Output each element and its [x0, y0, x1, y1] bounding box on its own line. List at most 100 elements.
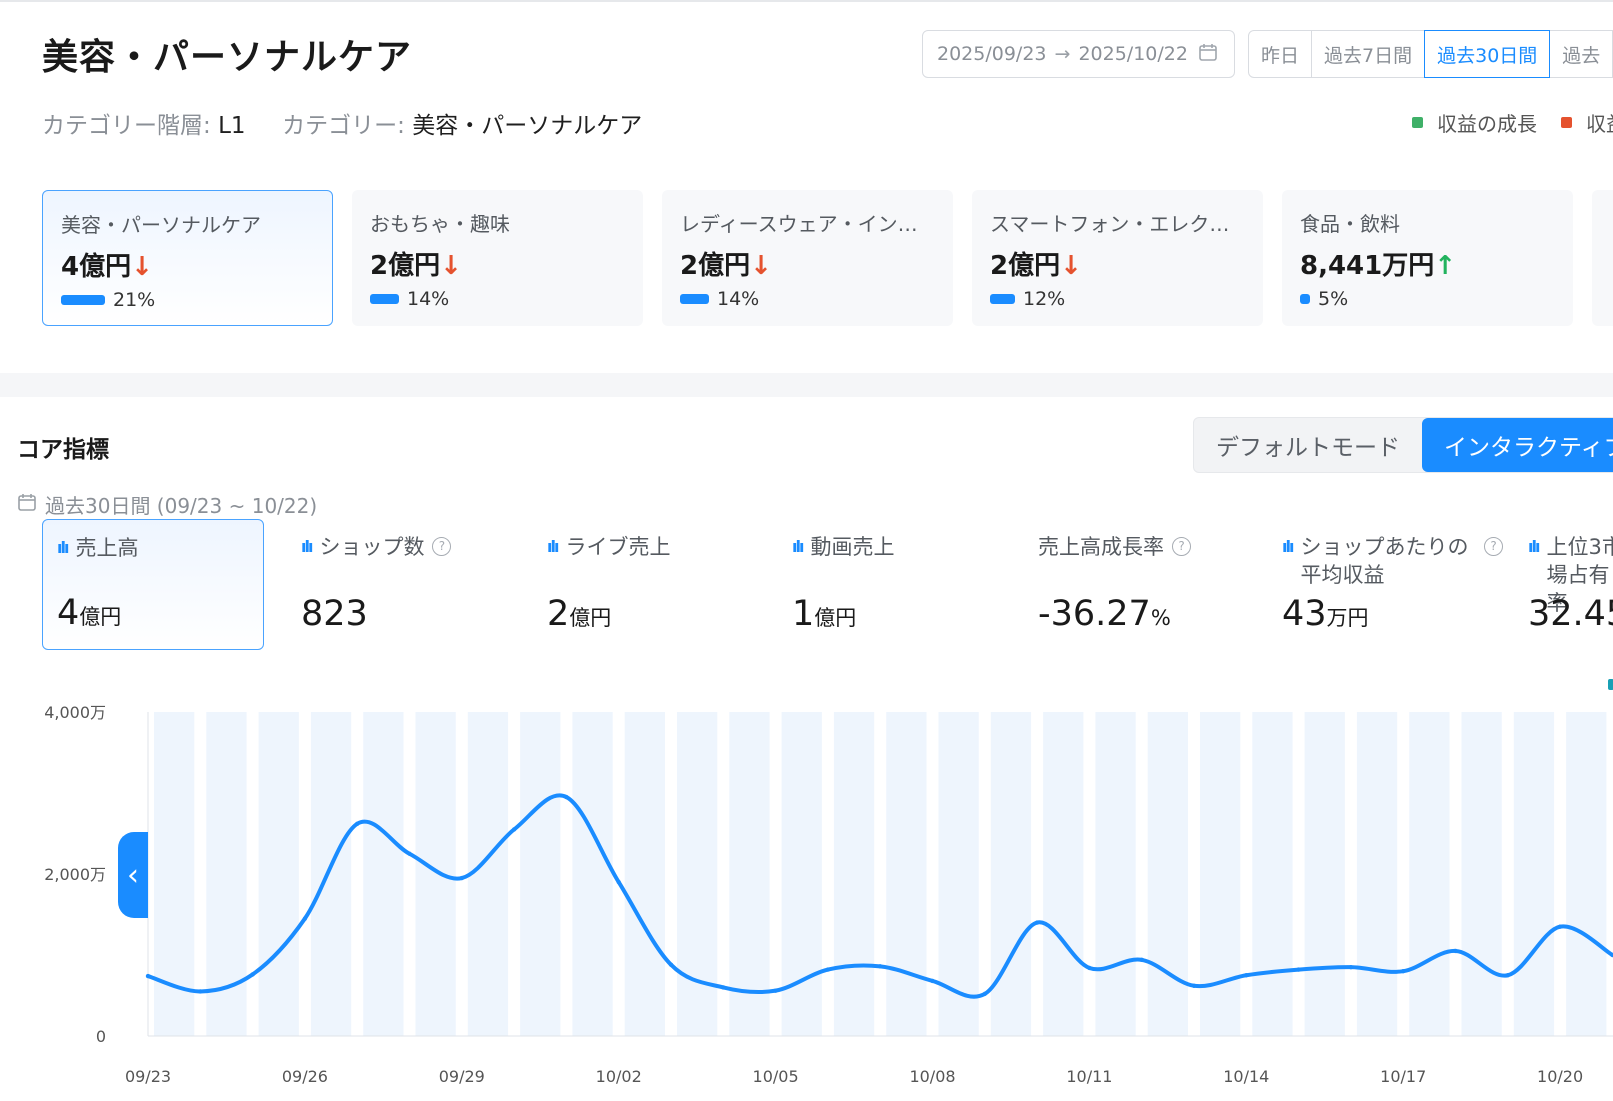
data-point: [302, 916, 308, 921]
data-point: [1453, 948, 1458, 954]
day-band: [677, 712, 718, 1036]
bar-chart-icon: ılı: [1282, 537, 1295, 556]
help-icon[interactable]: ?: [432, 537, 452, 556]
metric-card-top3-share[interactable]: ılı 上位3市場占有率 32.45: [1514, 519, 1613, 650]
arrow-right-icon: →: [1054, 43, 1071, 65]
arrow-up-icon: ↑: [1434, 251, 1457, 281]
default-mode-button[interactable]: デフォルトモード: [1216, 435, 1400, 461]
data-point: [1401, 969, 1406, 974]
metric-card-video-sales[interactable]: ılı 動画売上 1億円: [778, 519, 1008, 650]
date-range-picker[interactable]: 2025/09/23 → 2025/10/22: [922, 30, 1235, 78]
day-band: [886, 712, 927, 1036]
day-band: [1356, 712, 1398, 1036]
data-point: [564, 794, 569, 800]
metric-card-avg-revenue[interactable]: ılı ショップあたりの平均収益? 43万円: [1268, 519, 1503, 650]
legend-label: 収益の成長: [1437, 112, 1537, 136]
data-point: [1610, 952, 1613, 958]
legend-item-growth[interactable]: 収益の成長: [1412, 108, 1537, 137]
data-point: [511, 827, 517, 832]
category-value: 4億円↓: [61, 252, 153, 282]
category-card[interactable]: おもちゃ・趣味 2億円↓ 14%: [352, 190, 643, 326]
range-button-group: 昨日 過去7日間 過去30日間 過去: [1248, 30, 1613, 78]
data-point: [1505, 973, 1511, 978]
share-bar: [370, 294, 399, 304]
category-name: おもちゃ・趣味: [370, 212, 510, 236]
chart-svg: 0 2,000万 4,000万 09/23 09/26 09/29 10/02 10/05 10…: [44, 703, 1613, 1086]
category-card-partial[interactable]: [1592, 190, 1613, 326]
collapse-handle[interactable]: ‹: [118, 832, 148, 918]
data-point: [878, 964, 883, 969]
category-value: 2億円↓: [680, 251, 772, 281]
crumb-level-label: カテゴリー階層:: [42, 113, 211, 139]
arrow-down-icon: ↓: [1060, 251, 1082, 281]
metric-unit: 億円: [569, 606, 612, 630]
bar-chart-icon: ılı: [547, 537, 560, 556]
metric-value: 823: [301, 594, 368, 634]
x-tick-label: 09/23: [125, 1067, 171, 1086]
category-share: 12%: [990, 288, 1245, 310]
legend-dot-teal: [1608, 679, 1613, 690]
category-share: 5%: [1300, 288, 1555, 310]
crumb-category-label: カテゴリー:: [282, 113, 405, 139]
metric-card-growth-rate[interactable]: 売上高成長率? -36.27%: [1024, 519, 1254, 650]
category-name: スマートフォン・エレク…: [990, 212, 1230, 236]
data-point: [1191, 983, 1197, 988]
crumb-level-value: L1: [218, 113, 246, 139]
data-point: [825, 967, 831, 972]
data-point: [1087, 965, 1092, 971]
share-bar: [61, 295, 105, 305]
help-icon[interactable]: ?: [1172, 537, 1191, 556]
data-point: [250, 972, 255, 977]
range-30days-button[interactable]: 過去30日間: [1424, 30, 1551, 78]
category-card[interactable]: 美容・パーソナルケア 4億円↓ 21%: [42, 190, 333, 326]
data-point: [930, 978, 935, 984]
range-more-button[interactable]: 過去: [1549, 30, 1613, 78]
section-divider: [0, 373, 1613, 397]
category-card[interactable]: 食品・飲料 8,441万円↑ 5%: [1282, 190, 1573, 326]
metric-card-sales[interactable]: ılı 売上高 4億円: [42, 519, 264, 650]
range-yesterday-button[interactable]: 昨日: [1248, 30, 1313, 78]
day-band: [363, 712, 404, 1036]
category-card[interactable]: スマートフォン・エレク… 2億円↓ 12%: [972, 190, 1263, 326]
day-band: [572, 712, 613, 1036]
x-tick-label: 10/20: [1537, 1067, 1583, 1086]
day-band: [1566, 712, 1607, 1036]
data-point: [721, 985, 726, 990]
bar-chart-icon: ılı: [1528, 537, 1541, 556]
day-band: [938, 712, 979, 1036]
data-point: [355, 821, 360, 826]
metric-label: ショップあたりの平均収益: [1300, 535, 1469, 587]
x-tick-label: 10/05: [753, 1067, 799, 1086]
range-7days-button[interactable]: 過去7日間: [1311, 30, 1426, 78]
period-label: 過去30日間 (09/23 ~ 10/22): [17, 490, 317, 519]
day-band: [520, 712, 561, 1036]
metric-value: 1: [792, 594, 815, 634]
sales-line-chart: 0 2,000万 4,000万 09/23 09/26 09/29 10/02 10/05 10…: [0, 690, 1613, 1101]
day-band: [1095, 712, 1136, 1036]
date-start: 2025/09/23: [937, 43, 1047, 65]
data-point: [1348, 964, 1354, 970]
data-point: [407, 851, 412, 856]
category-share: 21%: [61, 289, 314, 311]
legend-dot-red: [1561, 117, 1572, 128]
interactive-mode-button[interactable]: インタラクティブ: [1422, 418, 1613, 472]
day-band: [1147, 712, 1188, 1036]
metric-card-shops[interactable]: ılı ショップ数? 823: [287, 519, 517, 650]
x-tick-label: 10/02: [596, 1067, 642, 1086]
category-share: 14%: [680, 288, 935, 310]
metric-label: ショップ数: [319, 535, 425, 559]
y-tick-label: 0: [96, 1027, 106, 1046]
share-bar: [680, 294, 709, 304]
legend-item-revenue[interactable]: 収益: [1561, 108, 1613, 137]
data-point: [1244, 973, 1249, 978]
x-tick-label: 09/26: [282, 1067, 328, 1086]
data-point: [1557, 924, 1563, 929]
category-value: 8,441万円↑: [1300, 251, 1457, 281]
category-card[interactable]: レディースウェア・イン… 2億円↓ 14%: [662, 190, 953, 326]
legend: 収益の成長 収益: [1412, 108, 1613, 137]
metric-card-live-sales[interactable]: ılı ライブ売上 2億円: [533, 519, 763, 650]
day-band: [258, 712, 299, 1036]
help-icon[interactable]: ?: [1484, 537, 1503, 556]
x-tick-label: 10/11: [1066, 1067, 1112, 1086]
data-point: [773, 988, 778, 993]
